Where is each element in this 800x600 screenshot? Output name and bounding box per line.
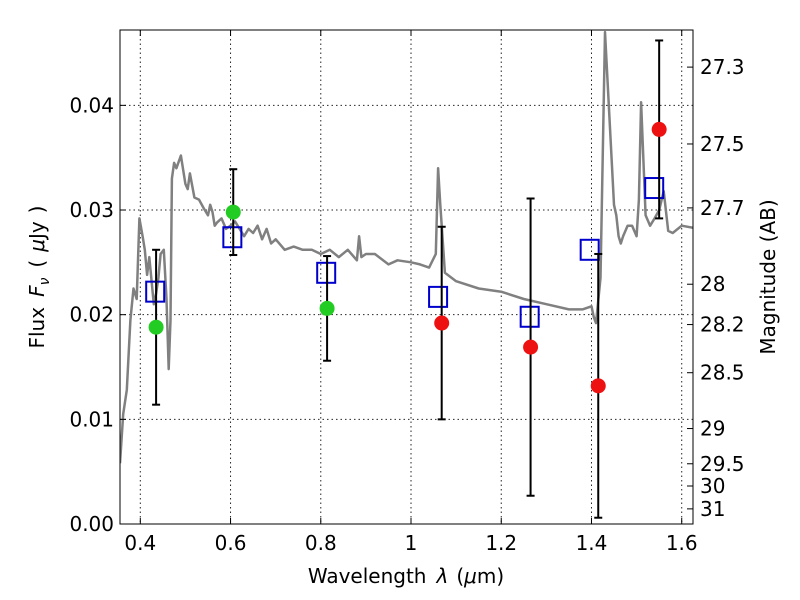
mag-tick-label: 29	[700, 417, 725, 441]
plot-frame	[119, 29, 694, 525]
observed-point	[651, 121, 667, 137]
mag-tick-label: 31	[700, 497, 725, 521]
grid	[120, 30, 693, 525]
plot-area	[120, 30, 693, 464]
mag-tick-label: 28.5	[700, 361, 745, 385]
observed-point	[523, 339, 539, 355]
x-tick-label: 1.6	[666, 531, 698, 555]
observed-point	[225, 204, 241, 220]
y-axis-right-label: Magnitude (AB)	[756, 199, 780, 354]
mag-tick-label: 27.7	[700, 196, 745, 220]
y-axis-label: FluxFν(μJy)	[25, 205, 53, 348]
observed-point	[148, 319, 164, 335]
x-tick-label: 0.8	[305, 531, 337, 555]
x-tick-label: 1.4	[576, 531, 608, 555]
mag-tick-label: 28.2	[700, 313, 745, 337]
observed-point	[434, 315, 450, 331]
model-photometry-point	[428, 285, 449, 308]
y-tick-label: 0.02	[69, 303, 114, 327]
observed-point	[590, 378, 606, 394]
y-tick-label: 0.00	[69, 512, 114, 536]
x-tick-label: 0.4	[124, 531, 156, 555]
mag-tick-label: 30	[700, 474, 725, 498]
y-tick-label: 0.01	[69, 407, 114, 431]
model-photometry-point	[579, 238, 600, 261]
y-tick-label: 0.04	[69, 93, 114, 117]
y-tick-label: 0.03	[69, 198, 114, 222]
x-tick-label: 0.6	[215, 531, 247, 555]
axes: 0.4 0.6 0.8 1 1.2 1.4 1.6 0.00 0.01 0.02 0.03 0.04 2…	[69, 30, 745, 555]
model-sed-line	[120, 30, 693, 464]
model-photometry-point	[644, 177, 665, 200]
markers	[145, 39, 667, 519]
mag-tick-label: 29.5	[700, 452, 745, 476]
mag-tick-label: 28	[700, 272, 725, 296]
mag-tick-label: 27.5	[700, 132, 745, 156]
x-tick-label: 1.2	[485, 531, 517, 555]
x-axis-label: Wavelength λ (μm)	[308, 564, 504, 588]
mag-tick-label: 27.3	[700, 55, 745, 79]
x-tick-label: 1	[405, 531, 418, 555]
observed-point	[319, 300, 335, 316]
